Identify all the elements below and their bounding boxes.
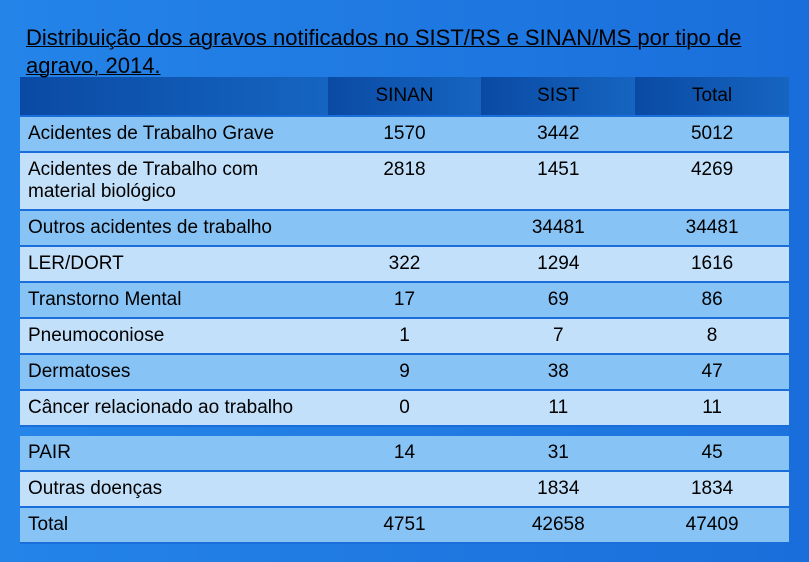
table-row: Transtorno Mental176986 (20, 282, 789, 318)
row-label: Total (20, 507, 328, 543)
cell-sist: 1451 (481, 152, 635, 210)
table-row: Pneumoconiose178 (20, 318, 789, 354)
cell-sist: 7 (481, 318, 635, 354)
table-gap-row (20, 426, 789, 436)
cell-sinan (328, 471, 482, 507)
cell-sist: 42658 (481, 507, 635, 543)
cell-total: 11 (635, 390, 789, 426)
cell-sist: 1834 (481, 471, 635, 507)
table-row: Dermatoses93847 (20, 354, 789, 390)
col-header-sinan: SINAN (328, 77, 482, 116)
cell-sinan: 322 (328, 246, 482, 282)
table-row: Outros acidentes de trabalho 3448134481 (20, 210, 789, 246)
cell-sinan: 2818 (328, 152, 482, 210)
table-row: PAIR143145 (20, 436, 789, 471)
slide-title: Distribuição dos agravos notificados no … (20, 24, 789, 79)
cell-sinan: 4751 (328, 507, 482, 543)
col-header-label (20, 77, 328, 116)
cell-sist: 11 (481, 390, 635, 426)
row-label: Outros acidentes de trabalho (20, 210, 328, 246)
table-row: Acidentes de Trabalho Grave157034425012 (20, 116, 789, 152)
cell-sinan (328, 210, 482, 246)
col-header-total: Total (635, 77, 789, 116)
cell-total: 4269 (635, 152, 789, 210)
cell-total: 45 (635, 436, 789, 471)
cell-sinan: 0 (328, 390, 482, 426)
table-row: Outras doenças 18341834 (20, 471, 789, 507)
row-label: LER/DORT (20, 246, 328, 282)
row-label: Câncer relacionado ao trabalho (20, 390, 328, 426)
cell-sist: 1294 (481, 246, 635, 282)
row-label: Pneumoconiose (20, 318, 328, 354)
row-label: Dermatoses (20, 354, 328, 390)
row-label: Transtorno Mental (20, 282, 328, 318)
cell-sist: 69 (481, 282, 635, 318)
cell-total: 1834 (635, 471, 789, 507)
table-body: Acidentes de Trabalho Grave157034425012A… (20, 116, 789, 543)
table-row: Acidentes de Trabalho com material bioló… (20, 152, 789, 210)
cell-sinan: 1 (328, 318, 482, 354)
data-table: SINAN SIST Total Acidentes de Trabalho G… (20, 77, 789, 544)
cell-sist: 34481 (481, 210, 635, 246)
cell-total: 34481 (635, 210, 789, 246)
cell-sinan: 17 (328, 282, 482, 318)
slide: Distribuição dos agravos notificados no … (0, 0, 809, 562)
cell-total: 47 (635, 354, 789, 390)
cell-sinan: 1570 (328, 116, 482, 152)
col-header-sist: SIST (481, 77, 635, 116)
cell-sist: 38 (481, 354, 635, 390)
cell-sinan: 9 (328, 354, 482, 390)
table-row: Total47514265847409 (20, 507, 789, 543)
cell-sist: 31 (481, 436, 635, 471)
row-label: Acidentes de Trabalho Grave (20, 116, 328, 152)
cell-sist: 3442 (481, 116, 635, 152)
cell-total: 5012 (635, 116, 789, 152)
cell-total: 86 (635, 282, 789, 318)
table-header-row: SINAN SIST Total (20, 77, 789, 116)
cell-sinan: 14 (328, 436, 482, 471)
cell-total: 8 (635, 318, 789, 354)
cell-total: 1616 (635, 246, 789, 282)
table-row: Câncer relacionado ao trabalho01111 (20, 390, 789, 426)
row-label: Acidentes de Trabalho com material bioló… (20, 152, 328, 210)
row-label: PAIR (20, 436, 328, 471)
cell-total: 47409 (635, 507, 789, 543)
table-row: LER/DORT32212941616 (20, 246, 789, 282)
row-label: Outras doenças (20, 471, 328, 507)
